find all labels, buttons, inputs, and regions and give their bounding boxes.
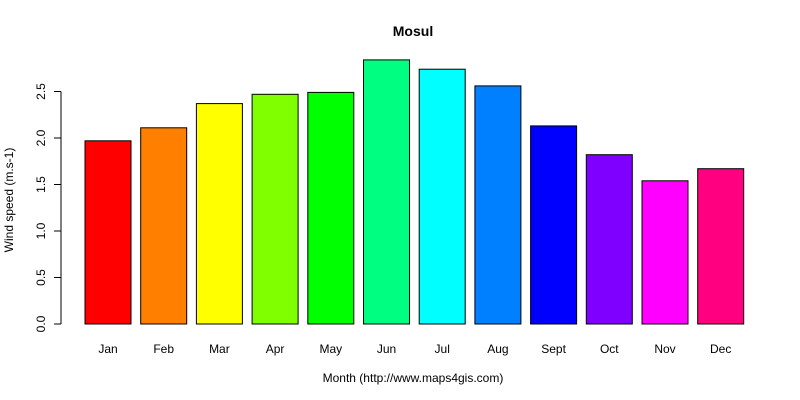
bar-jun bbox=[363, 59, 410, 325]
bar-nov bbox=[641, 180, 689, 325]
x-tick-label-jun: Jun bbox=[377, 342, 396, 356]
bar-oct bbox=[585, 154, 633, 325]
y-axis-label: Wind speed (m.s-1) bbox=[2, 148, 16, 253]
bar-dec bbox=[697, 168, 745, 325]
y-axis: 0.0 0.5 1.0 1.5 2.0 2.5 bbox=[34, 83, 62, 332]
y-tick-label: 1.0 bbox=[34, 222, 48, 239]
bar-apr bbox=[251, 93, 299, 325]
x-tick-label-dec: Dec bbox=[710, 342, 731, 356]
x-tick-label-mar: Mar bbox=[209, 342, 230, 356]
x-tick-label-feb: Feb bbox=[153, 342, 174, 356]
x-tick-label-nov: Nov bbox=[654, 342, 675, 356]
x-tick-label-jan: Jan bbox=[98, 342, 117, 356]
x-tick-label-aug: Aug bbox=[487, 342, 508, 356]
y-tick-label: 2.5 bbox=[34, 83, 48, 100]
bar-may bbox=[307, 91, 355, 325]
bar-sept bbox=[530, 125, 578, 325]
x-tick-label-sept: Sept bbox=[541, 342, 566, 356]
plot-area bbox=[84, 59, 745, 325]
x-tick-label-oct: Oct bbox=[600, 342, 619, 356]
bar-aug bbox=[474, 85, 522, 325]
y-tick-label: 0.5 bbox=[34, 269, 48, 286]
bar-feb bbox=[140, 127, 188, 325]
bar-jan bbox=[84, 140, 132, 325]
chart-title: Mosul bbox=[393, 23, 433, 39]
bar-mar bbox=[195, 103, 243, 325]
x-axis-label: Month (http://www.maps4gis.com) bbox=[323, 371, 504, 385]
y-tick-label: 1.5 bbox=[34, 176, 48, 193]
x-tick-label-apr: Apr bbox=[266, 342, 285, 356]
bars bbox=[84, 59, 745, 325]
x-axis: Jan Feb Mar Apr May Jun Jul Aug Sept Oct Nov Dec bbox=[98, 342, 731, 356]
x-tick-label-may: May bbox=[319, 342, 342, 356]
y-tick-label: 2.0 bbox=[34, 129, 48, 146]
x-tick-label-jul: Jul bbox=[435, 342, 450, 356]
y-tick-label: 0.0 bbox=[34, 315, 48, 332]
bar-jul bbox=[418, 68, 466, 325]
